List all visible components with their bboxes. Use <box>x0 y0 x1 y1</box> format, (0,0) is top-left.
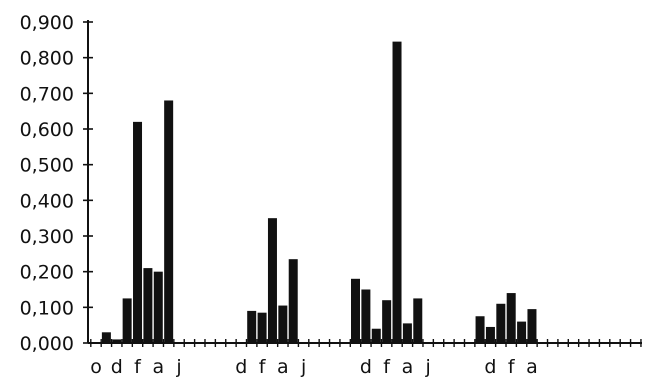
y-axis: 0,000 0,100 0,200 0,300 0,400 0,500 0,600 0,700… <box>20 12 93 355</box>
y-tick-label: 0,800 <box>20 48 74 70</box>
bars <box>101 41 537 344</box>
y-tick-label: 0,900 <box>20 12 74 34</box>
x-category-label: d <box>235 356 247 378</box>
x-category-label: d <box>111 356 123 378</box>
x-category-label: d <box>484 356 496 378</box>
y-tick-label: 0,600 <box>20 119 74 141</box>
x-category-label: j <box>425 356 431 378</box>
y-tick-label: 0,700 <box>20 83 74 105</box>
y-tick-label: 0,200 <box>20 262 74 284</box>
y-tick-label: 0,500 <box>20 155 74 177</box>
y-tick-label: 0,300 <box>20 226 74 248</box>
bar <box>371 328 381 343</box>
bar <box>267 218 277 343</box>
y-tick-label: 0,100 <box>20 297 74 319</box>
bar <box>143 268 153 343</box>
bar <box>351 278 360 343</box>
bar <box>257 312 267 343</box>
bar <box>496 303 506 343</box>
x-category-label: j <box>300 356 306 378</box>
x-category-label: f <box>508 356 516 378</box>
x-category-label: o <box>90 356 102 378</box>
x-category-label: d <box>360 356 372 378</box>
bar <box>517 321 527 343</box>
x-category-label: j <box>175 356 181 378</box>
x-category-label: f <box>383 356 391 378</box>
bar <box>506 293 516 343</box>
bar <box>382 300 392 343</box>
bar <box>101 332 111 343</box>
y-tick-label: 0,400 <box>20 190 74 212</box>
bar <box>475 316 485 343</box>
bar <box>361 289 371 343</box>
bar <box>402 323 412 343</box>
bar <box>392 41 402 344</box>
bar <box>153 271 163 343</box>
bar <box>413 298 423 343</box>
bar <box>485 326 495 343</box>
bar <box>278 305 288 343</box>
bar <box>288 259 298 343</box>
bar <box>133 121 143 344</box>
x-category-label: a <box>402 356 414 378</box>
bar <box>122 298 132 343</box>
x-category-label: a <box>277 356 289 378</box>
x-category-label: f <box>259 356 267 378</box>
y-tick-label: 0,000 <box>20 333 74 355</box>
bar <box>164 100 174 343</box>
bar <box>112 339 122 343</box>
x-category-label: f <box>134 356 142 378</box>
bar <box>247 310 257 343</box>
bar <box>527 309 537 343</box>
x-category-label: a <box>526 356 538 378</box>
x-category-label: a <box>152 356 164 378</box>
